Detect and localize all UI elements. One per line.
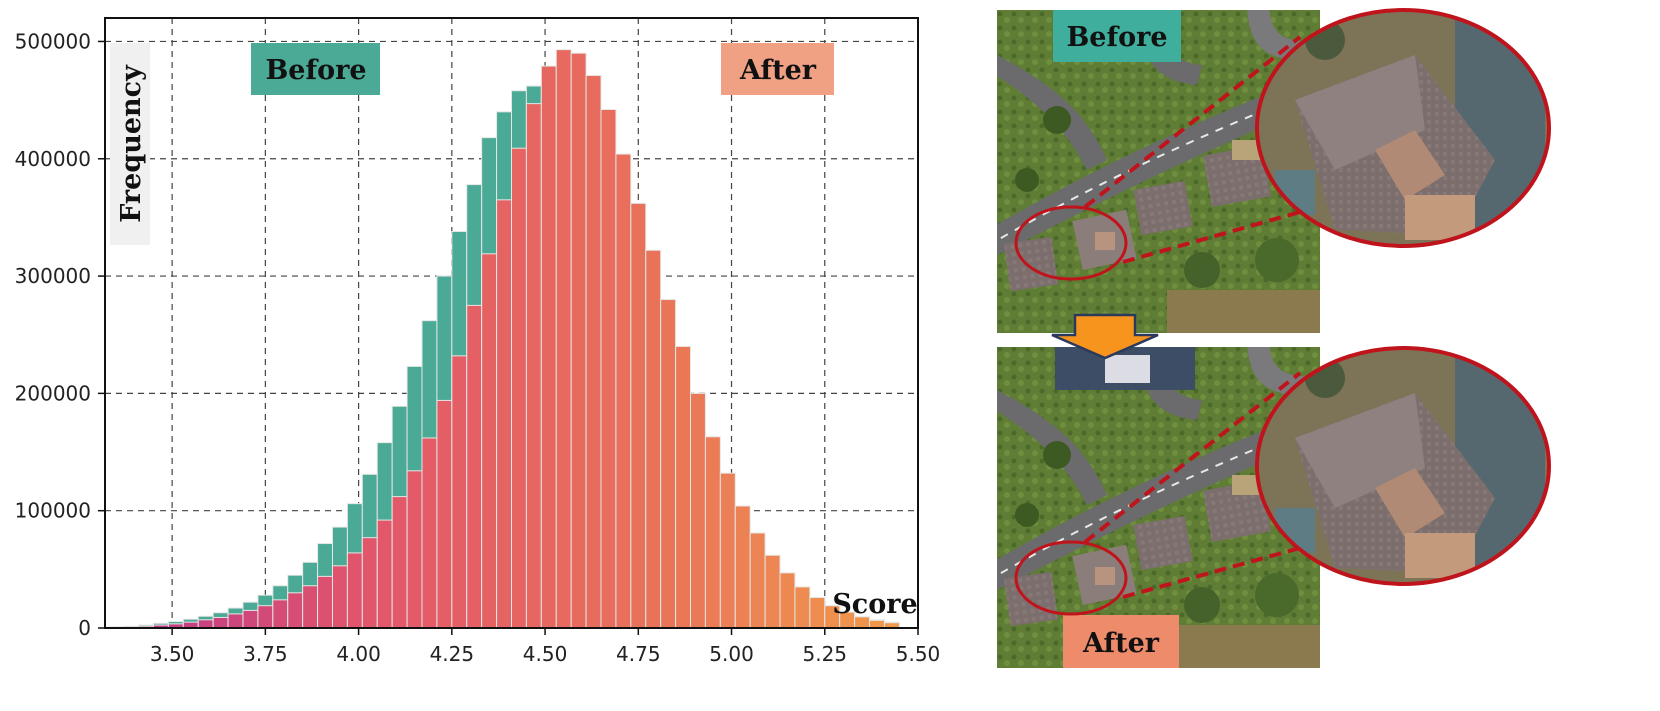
after-bar: [391, 496, 408, 629]
after-image-label: After: [1082, 628, 1160, 659]
after-bar: [436, 399, 453, 629]
y-tick-label: 300000: [15, 264, 91, 288]
after-bar: [704, 436, 721, 629]
before-image-label: Before: [1066, 22, 1167, 53]
y-tick-label: 200000: [15, 381, 91, 405]
down-arrow-icon: [1051, 313, 1159, 360]
after-bar: [764, 554, 781, 629]
after-tag-background: [721, 43, 834, 95]
after-bar: [525, 103, 542, 629]
after-bar: [317, 575, 333, 629]
after-aerial-image: [997, 347, 1320, 668]
x-tick-label: 5.50: [896, 642, 941, 666]
x-tick-label: 5.25: [803, 642, 848, 666]
y-tick-label: 500000: [15, 29, 91, 53]
after-leader-line-top: [1083, 371, 1302, 544]
after-bar: [272, 599, 289, 629]
y-axis-ticks: 0 100000 200000 300000 400000 500000: [15, 29, 105, 640]
before-leader-line-top: [1083, 35, 1302, 209]
after-bar: [302, 585, 319, 629]
after-bar: [660, 299, 677, 629]
y-tick-label: 400000: [15, 147, 91, 171]
after-highlight-circle: [1014, 540, 1128, 616]
y-axis-label: Frequency: [116, 64, 147, 223]
ylabel-background: [110, 43, 150, 245]
after-bar: [794, 586, 811, 629]
before-tag-label: Before: [265, 55, 366, 86]
x-tick-label: 4.50: [523, 642, 568, 666]
x-tick-label: 3.75: [243, 642, 288, 666]
after-bar: [585, 74, 602, 629]
after-image-label-background: [1063, 615, 1179, 668]
after-bar: [809, 597, 826, 629]
y-tick-label: 0: [78, 616, 91, 640]
after-bar: [600, 109, 617, 629]
after-bar: [719, 472, 736, 629]
x-tick-label: 5.00: [709, 642, 754, 666]
aerial-comparison-panel: Before After: [997, 8, 1551, 668]
after-bar: [749, 532, 766, 629]
after-bar: [570, 52, 587, 629]
after-bar: [421, 437, 438, 629]
after-series: [104, 49, 900, 629]
x-tick-label: 4.25: [430, 642, 475, 666]
before-zoom-circle: [1255, 8, 1551, 248]
y-tick-label: 100000: [15, 499, 91, 523]
after-bar: [540, 65, 557, 629]
after-bar: [869, 619, 885, 629]
before-tag-background: [251, 43, 380, 95]
after-bar: [481, 253, 498, 629]
after-bar: [779, 572, 796, 629]
before-image-label-background: [1053, 10, 1181, 62]
x-axis-label: Score: [832, 589, 917, 620]
after-bar: [675, 345, 692, 629]
after-bar: [212, 616, 229, 629]
after-bar: [690, 392, 706, 629]
plot-frame: [104, 17, 919, 629]
after-bar: [361, 537, 378, 629]
x-tick-label: 4.00: [336, 642, 381, 666]
after-bar: [496, 199, 513, 629]
after-leader-line-bottom: [1122, 546, 1301, 599]
after-bar: [615, 153, 632, 629]
histogram-chart: 3.50 3.75 4.00 4.25 4.50 4.75 5.00 5.25 5.50 0 10…: [15, 17, 940, 666]
x-tick-label: 3.50: [150, 642, 195, 666]
after-bar: [406, 470, 423, 629]
x-axis-ticks: 3.50 3.75 4.00 4.25 4.50 4.75 5.00 5.25 5.50: [150, 628, 940, 666]
after-bar: [645, 249, 662, 629]
after-bar: [451, 355, 468, 629]
after-bar: [511, 147, 527, 629]
after-bar: [227, 613, 244, 629]
after-bar: [630, 202, 647, 629]
after-bar: [466, 304, 483, 629]
after-bar: [734, 505, 751, 629]
after-bar: [376, 519, 393, 629]
after-tag-label: After: [739, 55, 817, 86]
after-bar: [242, 609, 259, 629]
after-bar: [555, 49, 572, 629]
after-bar: [331, 565, 348, 629]
after-zoom-circle: [1255, 346, 1551, 586]
after-bar: [197, 619, 214, 629]
after-bar: [346, 552, 363, 629]
x-tick-label: 4.75: [616, 642, 661, 666]
after-bar: [257, 605, 274, 629]
before-leader-line-bottom: [1122, 210, 1301, 264]
after-bar: [287, 592, 304, 629]
before-highlight-circle: [1014, 205, 1128, 281]
